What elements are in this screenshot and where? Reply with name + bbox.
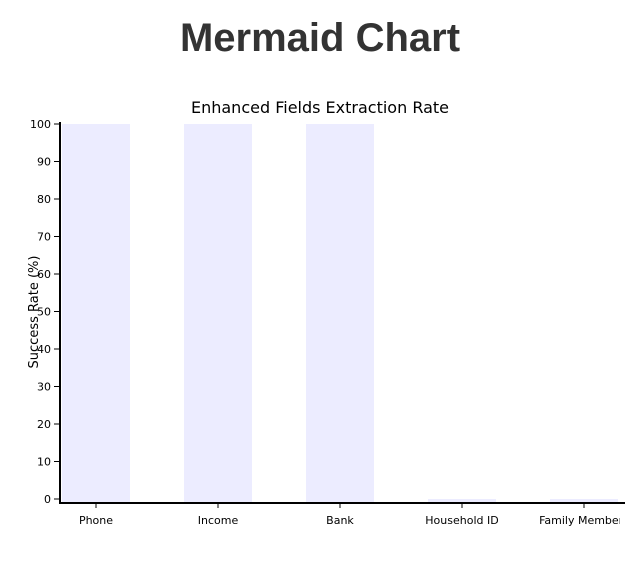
bar-phone [62,124,130,503]
y-tick-label: 70 [37,231,51,244]
x-tick-label: Family Members [539,514,629,527]
y-axis: 0 10 20 30 40 50 60 70 80 90 100 [30,118,61,506]
y-tick-label: 0 [44,493,51,506]
y-tick-label: 30 [37,381,51,394]
bar-bank [306,124,374,503]
page-heading: Mermaid Chart [179,16,461,60]
y-axis-label: Success Rate (%) [27,256,42,369]
bar-income [184,124,252,503]
y-tick-label: 100 [30,118,51,131]
x-tick-label: Household ID [425,514,498,527]
bar-household-id [428,499,496,503]
bars-layer [62,124,618,503]
y-tick-label: 10 [37,456,51,469]
x-axis: Phone Income Bank Household ID Family Member… [59,502,629,527]
y-tick-label: 90 [37,156,51,169]
x-tick-label: Phone [79,514,113,527]
x-tick-label: Income [198,514,239,527]
chart-title: Enhanced Fields Extraction Rate [191,98,449,117]
y-tick-label: 60 [37,268,51,281]
bar-family-members [550,499,618,503]
y-tick-label: 20 [37,418,51,431]
y-tick-label: 50 [37,306,51,319]
x-tick-labels: Phone Income Bank Household ID Family Member… [79,514,629,527]
x-tick-label: Bank [326,514,354,527]
y-tick-label: 40 [37,343,51,356]
y-tick-label: 80 [37,193,51,206]
